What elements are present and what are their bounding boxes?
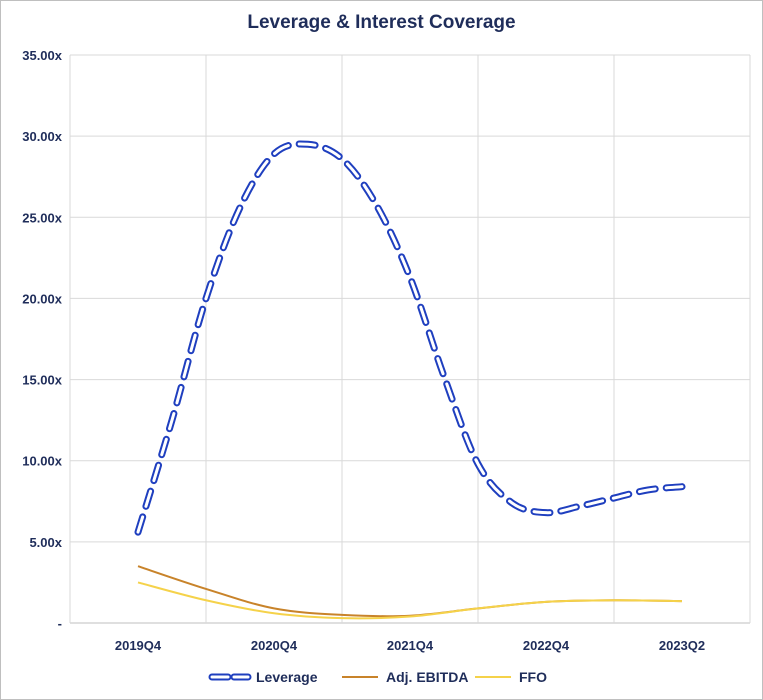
x-tick-label: 2022Q4 [523, 638, 570, 653]
chart-title: Leverage & Interest Coverage [247, 12, 516, 33]
legend-item-ffo[interactable]: FFO [475, 669, 547, 685]
series-leverage-line [134, 140, 686, 536]
legend-label-adj-ebitda: Adj. EBITDA [386, 669, 468, 685]
legend-item-leverage[interactable]: Leverage [208, 669, 318, 685]
x-tick-label: 2021Q4 [387, 638, 434, 653]
y-tick-label: - [58, 616, 62, 631]
series-lines [134, 140, 686, 620]
y-tick-label: 35.00x [22, 48, 63, 63]
y-tick-label: 15.00x [22, 373, 63, 388]
legend-item-adj-ebitda[interactable]: Adj. EBITDA [342, 669, 468, 685]
series-adj-ebitda-line [137, 565, 683, 618]
y-tick-label: 25.00x [22, 210, 63, 225]
series-adj-ebitda-stroke [137, 565, 683, 618]
x-tick-label: 2019Q4 [115, 638, 162, 653]
x-axis-ticks: 2019Q4 2020Q4 2021Q4 2022Q4 2023Q2 [115, 638, 705, 653]
legend[interactable]: Leverage Adj. EBITDA FFO [208, 669, 547, 685]
series-leverage-stroke-outline [134, 140, 686, 536]
series-ffo-stroke [137, 581, 683, 620]
x-tick-label: 2023Q2 [659, 638, 705, 653]
y-tick-label: 10.00x [22, 454, 63, 469]
y-axis-ticks: - 5.00x 10.00x 15.00x 20.00x 25.00x 30.00x 35.0… [22, 48, 63, 631]
legend-label-leverage: Leverage [256, 669, 318, 685]
x-tick-label: 2020Q4 [251, 638, 298, 653]
y-tick-label: 30.00x [22, 129, 63, 144]
y-tick-label: 5.00x [29, 535, 62, 550]
series-ffo-line [137, 581, 683, 620]
y-tick-label: 20.00x [22, 291, 63, 306]
grid-lines [69, 54, 751, 624]
series-leverage-stroke-inner [136, 142, 684, 534]
legend-label-ffo: FFO [519, 669, 547, 685]
